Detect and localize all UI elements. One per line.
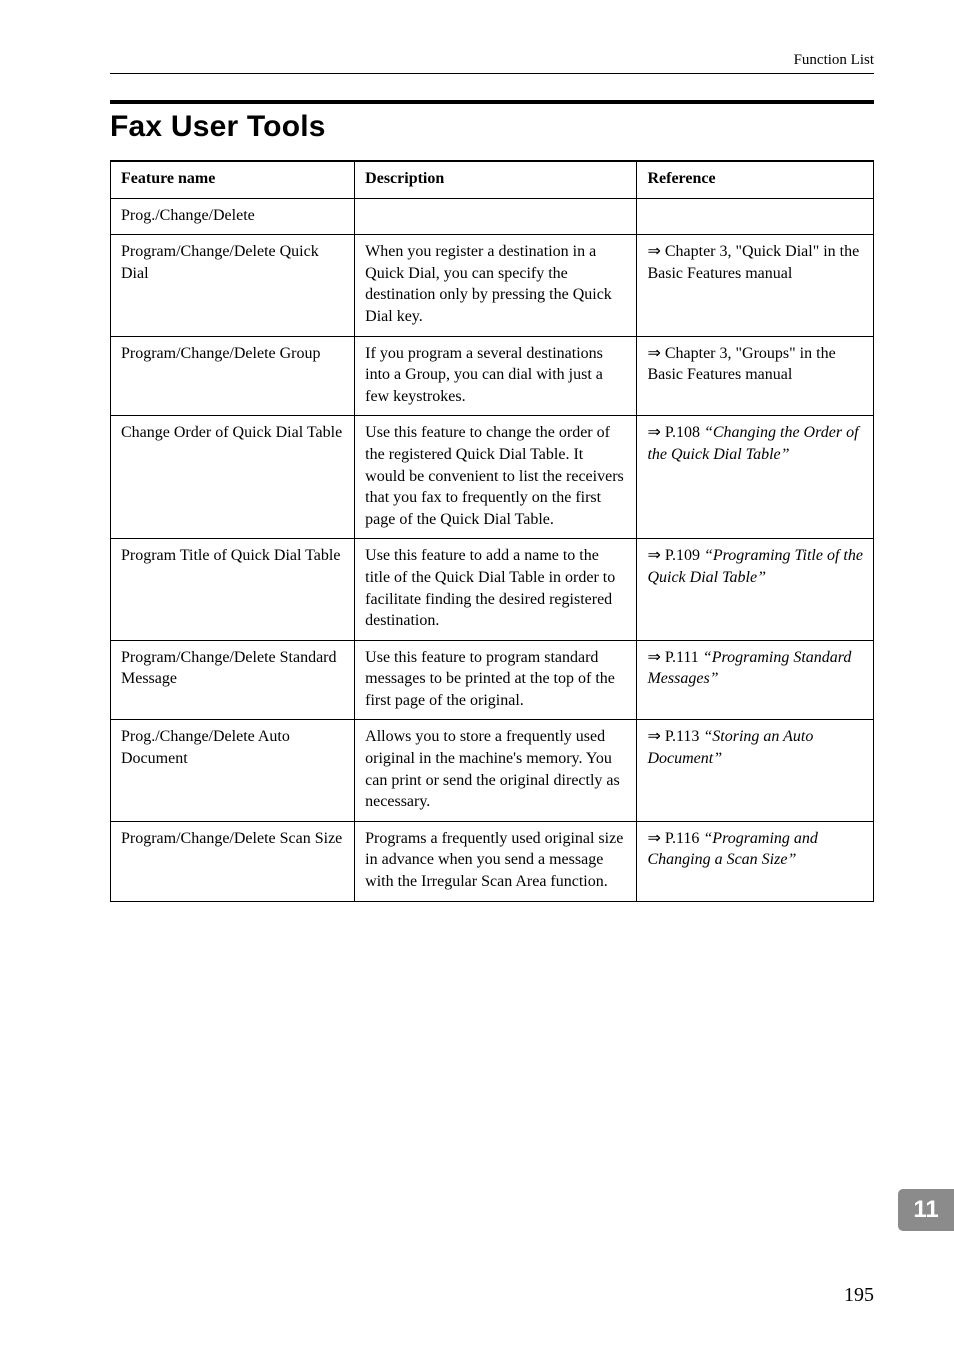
ref-text: ⇒ Chapter 3, "Groups" in the Basic Featu… [647,345,835,384]
header-reference: Reference [637,162,874,199]
ref-text: ⇒ Chapter 3, "Quick Dial" in the Basic F… [647,243,859,282]
cell-feature: Program/Change/Delete Standard Message [111,640,355,720]
table-row: Program/Change/Delete Group If you progr… [111,336,874,416]
chapter-tab: 11 [898,1189,954,1231]
table-row: Program Title of Quick Dial Table Use th… [111,539,874,640]
section-title: Fax User Tools [110,110,874,144]
cell-reference: ⇒ P.111 “Programing Standard Messages” [637,640,874,720]
header-description: Description [355,162,637,199]
table-row: Program/Change/Delete Scan Size Programs… [111,821,874,901]
table-row: Prog./Change/Delete Auto Document Allows… [111,720,874,821]
header-feature: Feature name [111,162,355,199]
cell-reference: ⇒ P.116 “Programing and Changing a Scan … [637,821,874,901]
cell-feature: Change Order of Quick Dial Table [111,416,355,539]
table-row: Program/Change/Delete Standard Message U… [111,640,874,720]
ref-text: ⇒ P.109 [647,547,704,564]
cell-feature: Program/Change/Delete Scan Size [111,821,355,901]
ref-text: ⇒ P.111 [647,649,702,666]
cell-reference: ⇒ P.109 “Programing Title of the Quick D… [637,539,874,640]
cell-reference: ⇒ P.113 “Storing an Auto Document” [637,720,874,821]
cell-reference: ⇒ Chapter 3, "Groups" in the Basic Featu… [637,336,874,416]
table-row: Program/Change/Delete Quick Dial When yo… [111,235,874,336]
cell-description: Use this feature to add a name to the ti… [355,539,637,640]
cell-description: Programs a frequently used original size… [355,821,637,901]
cell-description: If you program a several destinations in… [355,336,637,416]
page-number: 195 [844,1284,874,1307]
table-row: Prog./Change/Delete [111,198,874,235]
ref-text: ⇒ P.113 [647,728,703,745]
ref-text: ⇒ P.108 [647,424,704,441]
cell-feature: Program/Change/Delete Group [111,336,355,416]
cell-description: When you register a destination in a Qui… [355,235,637,336]
table-header-row: Feature name Description Reference [111,162,874,199]
cell-description: Allows you to store a frequently used or… [355,720,637,821]
cell-feature: Program Title of Quick Dial Table [111,539,355,640]
running-head: Function List [110,52,874,69]
cell-feature: Program/Change/Delete Quick Dial [111,235,355,336]
cell-feature: Prog./Change/Delete Auto Document [111,720,355,821]
cell-description: Use this feature to change the order of … [355,416,637,539]
table-row: Change Order of Quick Dial Table Use thi… [111,416,874,539]
page: Function List Fax User Tools Feature nam… [0,0,954,1351]
cell-description [355,198,637,235]
cell-reference: ⇒ Chapter 3, "Quick Dial" in the Basic F… [637,235,874,336]
cell-reference [637,198,874,235]
running-head-rule [110,73,874,74]
title-rule-thick [110,100,874,104]
cell-reference: ⇒ P.108 “Changing the Order of the Quick… [637,416,874,539]
cell-feature: Prog./Change/Delete [111,198,355,235]
feature-table: Feature name Description Reference Prog.… [110,161,874,902]
ref-text: ⇒ P.116 [647,830,703,847]
cell-description: Use this feature to program standard mes… [355,640,637,720]
